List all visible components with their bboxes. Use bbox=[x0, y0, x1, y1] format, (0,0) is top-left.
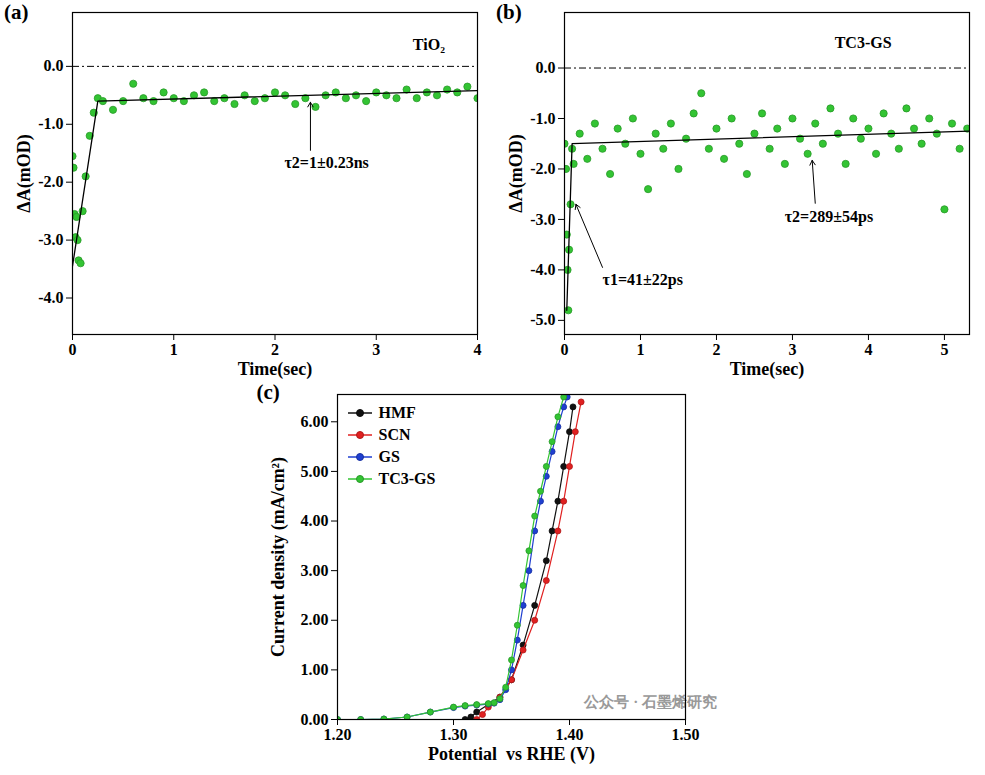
svg-text:-4.0: -4.0 bbox=[38, 289, 63, 306]
html-text:HMF: HMF bbox=[378, 404, 416, 421]
svg-text:3: 3 bbox=[372, 341, 380, 358]
svg-text:1: 1 bbox=[170, 341, 178, 358]
svg-text:-1.0: -1.0 bbox=[530, 110, 555, 127]
svg-text:1.00: 1.00 bbox=[300, 661, 328, 678]
svg-text:Current density (mA/cm²): Current density (mA/cm²) bbox=[268, 457, 289, 657]
svg-text:ΔA(mOD): ΔA(mOD) bbox=[14, 134, 35, 212]
svg-text:1: 1 bbox=[636, 341, 644, 358]
svg-text:τ2=1±0.23ns: τ2=1±0.23ns bbox=[284, 154, 368, 171]
svg-text:1.40: 1.40 bbox=[555, 726, 583, 743]
svg-text:1.20: 1.20 bbox=[323, 726, 351, 743]
svg-text:6.00: 6.00 bbox=[300, 413, 328, 430]
html-text:TC3-GS: TC3-GS bbox=[378, 470, 436, 487]
svg-text:1.50: 1.50 bbox=[671, 726, 699, 743]
svg-text:Potential vs RHE (V): Potential vs RHE (V) bbox=[428, 744, 595, 765]
svg-text:3.00: 3.00 bbox=[300, 562, 328, 579]
svg-text:4: 4 bbox=[864, 341, 872, 358]
html-text:(b): (b) bbox=[496, 0, 522, 24]
html-text:(c): (c) bbox=[256, 380, 280, 404]
svg-text:0: 0 bbox=[561, 341, 569, 358]
svg-text:-3.0: -3.0 bbox=[38, 231, 63, 248]
svg-text:公众号 · 石墨烯研究: 公众号 · 石墨烯研究 bbox=[583, 693, 717, 710]
svg-text:-4.0: -4.0 bbox=[530, 261, 555, 278]
svg-text:-2.0: -2.0 bbox=[530, 160, 555, 177]
svg-text:5.00: 5.00 bbox=[300, 463, 328, 480]
svg-text:TiO₂: TiO₂ bbox=[413, 36, 445, 53]
svg-text:-3.0: -3.0 bbox=[530, 211, 555, 228]
html-text:(a): (a) bbox=[4, 0, 29, 24]
svg-text:τ1=41±22ps: τ1=41±22ps bbox=[603, 271, 683, 289]
svg-text:Time(sec): Time(sec) bbox=[730, 359, 805, 380]
svg-text:ΔA(mOD): ΔA(mOD) bbox=[506, 134, 527, 212]
svg-text:Time(sec): Time(sec) bbox=[238, 359, 313, 380]
svg-text:-1.0: -1.0 bbox=[38, 115, 63, 132]
svg-text:-5.0: -5.0 bbox=[530, 311, 555, 328]
svg-text:0: 0 bbox=[69, 341, 77, 358]
svg-text:1.30: 1.30 bbox=[439, 726, 467, 743]
svg-text:5: 5 bbox=[940, 341, 948, 358]
svg-text:4.00: 4.00 bbox=[300, 512, 328, 529]
html-text:SCN: SCN bbox=[378, 426, 411, 443]
svg-text:2.00: 2.00 bbox=[300, 611, 328, 628]
svg-text:τ2=289±54ps: τ2=289±54ps bbox=[785, 208, 873, 226]
svg-text:0.0: 0.0 bbox=[44, 57, 64, 74]
html-text:GS: GS bbox=[378, 448, 400, 465]
svg-text:4: 4 bbox=[474, 341, 482, 358]
svg-text:3: 3 bbox=[788, 341, 796, 358]
svg-text:TC3-GS: TC3-GS bbox=[835, 34, 892, 51]
svg-text:-2.0: -2.0 bbox=[38, 173, 63, 190]
svg-text:0.00: 0.00 bbox=[300, 710, 328, 728]
svg-text:0.0: 0.0 bbox=[536, 59, 556, 76]
svg-text:2: 2 bbox=[271, 341, 279, 358]
svg-text:2: 2 bbox=[712, 341, 720, 358]
